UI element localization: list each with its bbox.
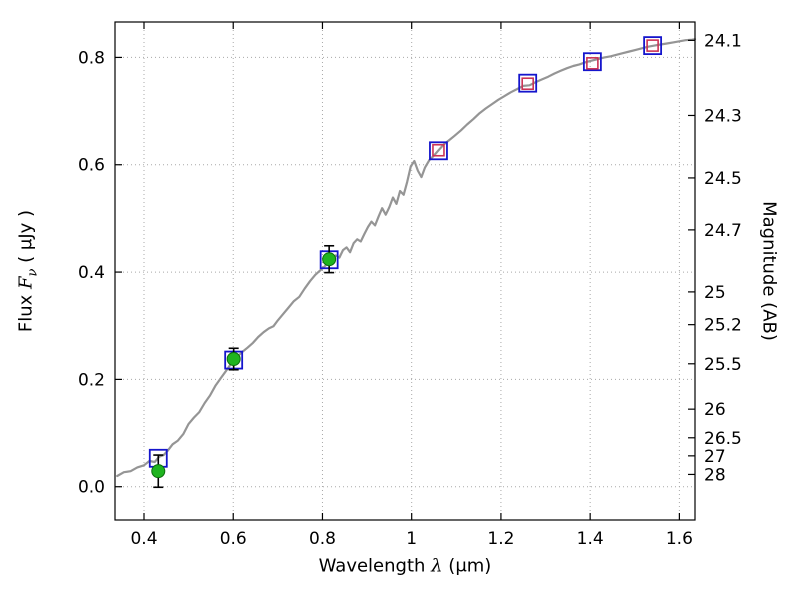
x-tick-label: 0.6 — [220, 529, 247, 549]
flux-label-prefix: Flux — [15, 288, 37, 333]
x-tick-label: 1.2 — [487, 529, 514, 549]
model-photometry-marker — [643, 36, 663, 56]
y-axis-label-left: Flux Fν ( μJy ) — [16, 210, 41, 332]
x-tick-label: 1.4 — [577, 529, 604, 549]
y-tick-label-right: 24.1 — [704, 31, 742, 51]
y-tick-label-right: 24.3 — [704, 106, 742, 126]
y-tick-label-right: 25.2 — [704, 316, 742, 336]
model-photometry-marker — [582, 52, 602, 72]
model-spectrum-curve — [116, 38, 697, 478]
detections-marker — [151, 464, 166, 479]
y-tick-label-left: 0.2 — [78, 370, 105, 390]
detections-marker — [322, 252, 337, 267]
x-tick-label: 0.8 — [309, 529, 336, 549]
y-tick-label-right: 24.5 — [704, 169, 742, 189]
flux-label-suffix: ( μJy ) — [15, 209, 37, 269]
y-tick-label-right: 25 — [704, 283, 726, 303]
y-tick-label-left: 0.8 — [78, 48, 105, 68]
y-tick-label-right: 27 — [704, 447, 726, 467]
y-tick-label-right: 26.5 — [704, 429, 742, 449]
axes-frame — [114, 21, 696, 521]
wavelength-label-prefix: Wavelength — [318, 555, 432, 577]
plot-background — [115, 22, 695, 520]
flux-symbol-subscript: ν — [25, 268, 41, 277]
x-tick-label: 1 — [406, 529, 417, 549]
y-axis-label-right: Magnitude (AB) — [758, 201, 780, 341]
y-tick-label-right: 28 — [704, 465, 726, 485]
y-tick-label-right: 26 — [704, 400, 726, 420]
flux-symbol: F — [15, 276, 37, 289]
observed-photometry-marker — [432, 143, 445, 157]
y-tick-label-left: 0.6 — [78, 156, 105, 176]
x-tick-label: 1.6 — [666, 529, 693, 549]
y-tick-label-right: 25.5 — [704, 355, 742, 375]
observed-photometry-marker — [586, 57, 599, 70]
y-tick-label-left: 0.0 — [78, 478, 105, 498]
detections-marker — [226, 352, 241, 367]
x-tick-label: 0.4 — [130, 529, 157, 549]
model-photometry-marker — [518, 73, 538, 93]
wavelength-label-suffix: (μm) — [442, 555, 492, 577]
observed-photometry-marker — [646, 39, 659, 52]
wavelength-symbol: λ — [431, 555, 443, 577]
observed-photometry-marker — [521, 77, 534, 91]
y-tick-label-left: 0.4 — [78, 263, 105, 283]
y-tick-label-right: 24.7 — [704, 221, 742, 241]
x-axis-label: Wavelength λ (μm) — [319, 556, 492, 577]
model-photometry-marker — [429, 141, 448, 161]
